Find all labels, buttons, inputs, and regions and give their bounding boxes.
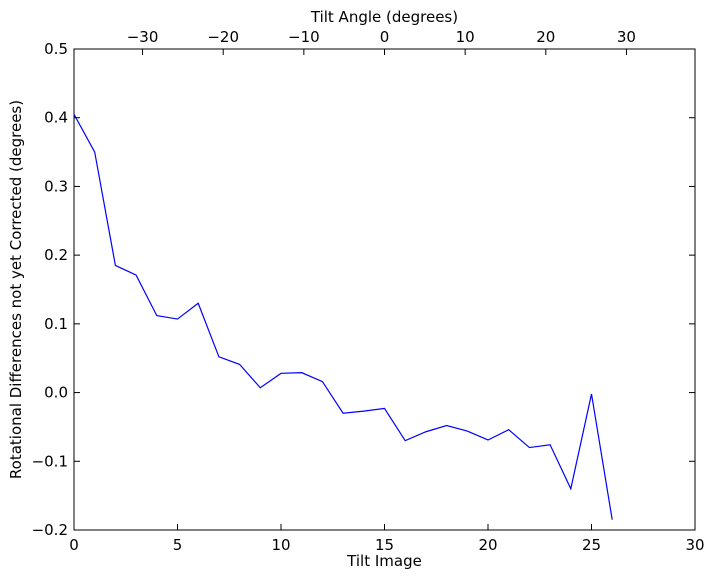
x-tick-label: 5 <box>173 536 183 554</box>
x-tick-label: 25 <box>582 536 601 554</box>
x-tick-label: 10 <box>271 536 290 554</box>
top-tick-label: −20 <box>207 28 239 46</box>
y-axis-title: Rotational Differences not yet Corrected… <box>7 100 25 479</box>
tick-layer: 0 5 10 15 20 25 30 −0.2 −0.1 0.0 0.1 0.2 0.3 0.4 0.5 −3… <box>32 28 705 554</box>
x-axis-title: Tilt Image <box>346 552 422 570</box>
y-tick-label: 0.1 <box>44 315 68 333</box>
y-tick-label: −0.2 <box>32 521 68 539</box>
top-tick-label: 20 <box>536 28 555 46</box>
y-tick-label: 0.2 <box>44 246 68 264</box>
top-axis-title: Tilt Angle (degrees) <box>310 8 458 26</box>
y-tick-label: 0.5 <box>44 40 68 58</box>
top-tick-label: 0 <box>380 28 390 46</box>
y-tick-label: −0.1 <box>32 452 68 470</box>
series-layer <box>73 113 613 520</box>
y-tick-label: 0.3 <box>44 177 68 195</box>
top-tick-label: −10 <box>288 28 320 46</box>
series-line <box>73 113 613 520</box>
top-tick-label: −30 <box>127 28 159 46</box>
top-tick-label: 30 <box>617 28 636 46</box>
x-tick-label: 0 <box>69 536 79 554</box>
x-tick-label: 20 <box>478 536 497 554</box>
top-tick-label: 10 <box>456 28 475 46</box>
y-tick-label: 0.4 <box>44 109 68 127</box>
x-tick-label: 30 <box>685 536 704 554</box>
x-tick-label: 15 <box>375 536 394 554</box>
y-tick-label: 0.0 <box>44 384 68 402</box>
